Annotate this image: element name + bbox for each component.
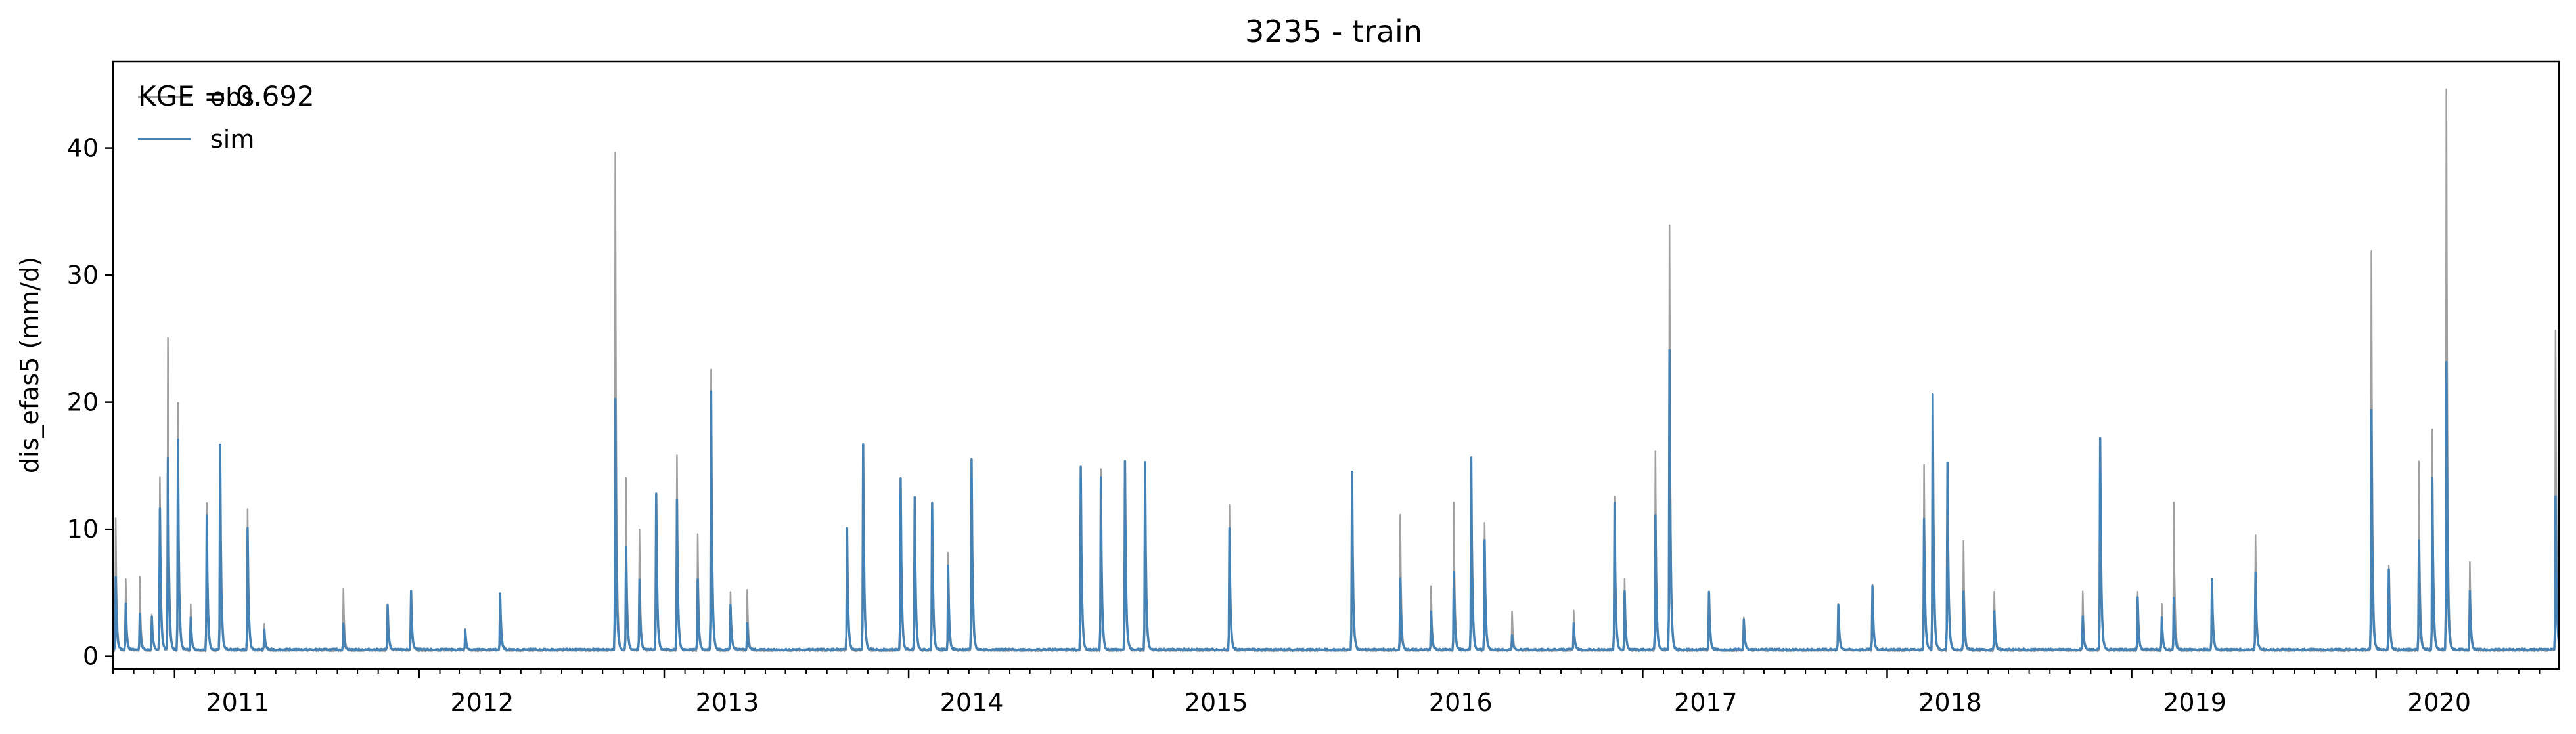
x-tick-label: 2019 bbox=[2163, 688, 2226, 717]
series-line-sim bbox=[113, 349, 2559, 652]
series-line-obs bbox=[113, 88, 2559, 653]
x-tick-label: 2014 bbox=[940, 688, 1004, 717]
y-tick-label: 40 bbox=[67, 134, 99, 163]
y-tick-label: 10 bbox=[67, 515, 99, 544]
plot-area bbox=[112, 60, 2560, 670]
x-tick-label: 2015 bbox=[1185, 688, 1248, 717]
chart-title: 3235 - train bbox=[1245, 14, 1422, 49]
y-axis: 0 10 20 30 40 bbox=[67, 134, 113, 671]
x-tick-label: 2013 bbox=[696, 688, 759, 717]
x-tick-label: 2018 bbox=[1918, 688, 1982, 717]
legend-obs-label: obs bbox=[210, 83, 254, 112]
x-tick-label: 2017 bbox=[1674, 688, 1738, 717]
x-tick-label: 2012 bbox=[451, 688, 514, 717]
y-axis-title: dis_efas5 (mm/d) bbox=[15, 257, 44, 473]
series-layer bbox=[113, 88, 2559, 653]
y-tick-label: 20 bbox=[67, 388, 99, 417]
x-tick-label: 2016 bbox=[1429, 688, 1493, 717]
kge-annotation: KGE = 0.692 bbox=[138, 80, 315, 112]
legend-sim-label: sim bbox=[210, 125, 254, 154]
y-tick-label: 0 bbox=[83, 642, 99, 671]
x-tick-label: 2011 bbox=[206, 688, 269, 717]
plot-frame bbox=[112, 60, 2560, 670]
x-axis: 2011 2012 2013 2014 2015 2016 2017 2018 2019 2020 bbox=[112, 669, 2541, 717]
y-tick-label: 30 bbox=[67, 261, 99, 290]
x-tick-label: 2020 bbox=[2407, 688, 2471, 717]
legend: obs sim bbox=[138, 83, 254, 154]
